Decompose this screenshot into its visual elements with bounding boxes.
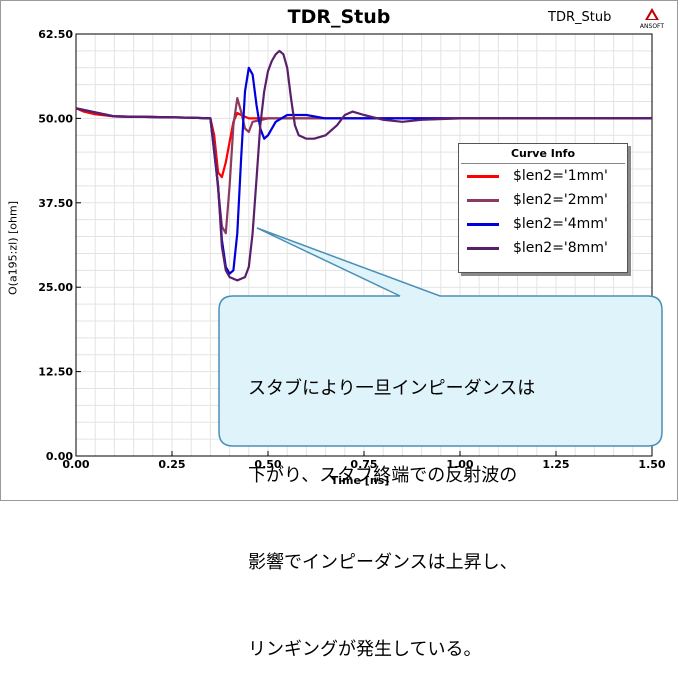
legend-label: $len2='8mm' (513, 240, 608, 256)
y-tick-label: 50.00 (38, 112, 73, 125)
callout-line: 影響でインピーダンスは上昇し、 (248, 552, 518, 573)
series-line (75, 49, 652, 282)
y-tick-label: 37.50 (38, 197, 73, 210)
y-tick-label: 62.50 (38, 28, 73, 41)
ansoft-logo: ANSOFT (640, 8, 664, 30)
logo-text: ANSOFT (640, 23, 664, 30)
x-tick-label: 0.75 (350, 458, 377, 471)
legend-title: Curve Info (461, 147, 625, 164)
x-tick-label: 1.50 (638, 458, 665, 471)
legend: Curve Info $len2='1mm' $len2='2mm' $len2… (458, 143, 628, 273)
callout-line: スタブにより一旦インピーダンスは (248, 378, 536, 399)
legend-item: $len2='4mm' (459, 212, 627, 236)
x-tick-label: 0.25 (158, 458, 185, 471)
chart-title: TDR_Stub (287, 6, 391, 28)
legend-item: $len2='8mm' (459, 236, 627, 260)
y-tick-label: 0.00 (46, 450, 73, 463)
legend-label: $len2='1mm' (513, 168, 608, 184)
callout-line: リンギングが発生している。 (248, 639, 482, 660)
callout-line: 下がり、スタブ終端での反射波の (248, 465, 518, 486)
y-tick-label: 12.50 (38, 366, 73, 379)
legend-swatch (467, 246, 499, 250)
legend-swatch (467, 222, 499, 226)
legend-item: $len2='2mm' (459, 188, 627, 212)
x-tick-label: 0.00 (62, 458, 89, 471)
x-tick-label: 1.25 (542, 458, 569, 471)
legend-label: $len2='4mm' (513, 216, 608, 232)
legend-swatch (467, 174, 499, 178)
y-tick-label: 25.00 (38, 281, 73, 294)
legend-swatch (467, 198, 499, 202)
legend-item: $len2='1mm' (459, 164, 627, 188)
x-tick-label: 1.00 (446, 458, 473, 471)
x-tick-label: 0.50 (254, 458, 281, 471)
corner-title: TDR_Stub (548, 10, 612, 25)
x-axis-label: Time [ns] (330, 474, 390, 487)
legend-label: $len2='2mm' (513, 192, 608, 208)
callout-bubble (218, 227, 663, 447)
callout-text: スタブにより一旦インピーダンスは 下がり、スタブ終端での反射波の 影響でインピー… (248, 316, 535, 693)
